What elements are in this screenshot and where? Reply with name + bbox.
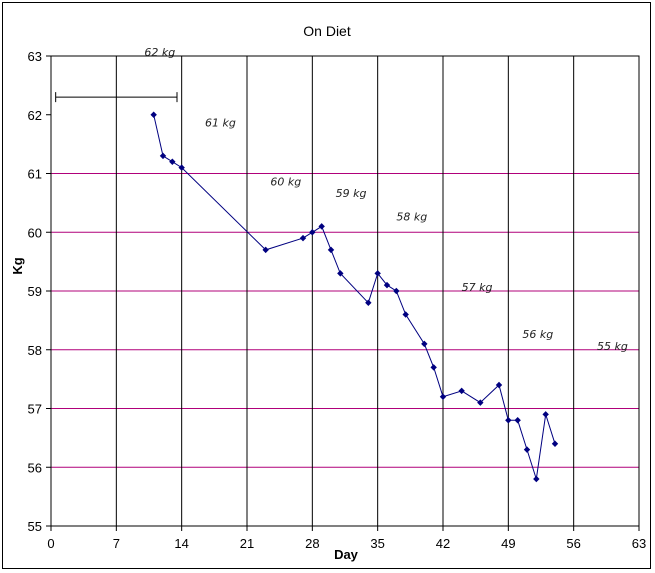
data-point — [523, 446, 531, 453]
annotation-label: 56 kg — [522, 328, 553, 341]
data-point — [309, 229, 316, 236]
x-tick-label: 28 — [305, 536, 319, 551]
annotation-label: 61 kg — [205, 117, 236, 130]
data-point — [505, 417, 512, 424]
gridlines — [51, 56, 639, 526]
data-point — [458, 387, 465, 395]
annotation-label: 55 kg — [597, 340, 628, 353]
y-tick-label: 60 — [28, 225, 42, 240]
axes — [46, 55, 640, 531]
data-point — [178, 164, 185, 171]
data-point — [169, 158, 176, 165]
data-point — [430, 364, 437, 371]
y-tick-label: 55 — [28, 519, 42, 534]
data-point — [402, 311, 409, 318]
series — [150, 111, 559, 483]
annotation-label: 60 kg — [270, 175, 301, 188]
tick-labels: 0 7 14 21 28 35 42 49 56 63 55 56 57 58 59 60 61 62 63 — [28, 49, 647, 551]
y-tick-label: 57 — [28, 402, 42, 417]
y-axis-label: Kg — [10, 257, 25, 274]
data-point — [318, 223, 325, 230]
data-point — [327, 246, 335, 254]
data-point — [421, 340, 428, 348]
x-tick-label: 7 — [113, 536, 120, 551]
annotation-label: 59 kg — [336, 187, 367, 200]
data-point — [495, 381, 503, 389]
data-point — [477, 399, 484, 406]
y-tick-label: 59 — [28, 284, 42, 299]
annotation-label: 58 kg — [396, 211, 427, 224]
data-point — [374, 270, 381, 277]
data-point — [383, 281, 391, 289]
x-tick-label: 56 — [566, 536, 580, 551]
data-point — [365, 299, 372, 306]
data-point — [150, 111, 157, 118]
data-point — [542, 411, 549, 418]
data-point — [551, 440, 559, 447]
data-point — [337, 270, 344, 277]
y-tick-label: 58 — [28, 343, 42, 358]
annotations: 62 kg 61 kg 60 kg 59 kg 58 kg 57 kg 56 kg 55 kg — [55, 46, 628, 353]
x-tick-label: 63 — [632, 536, 646, 551]
data-point — [393, 287, 400, 295]
y-tick-label: 63 — [28, 49, 42, 64]
y-tick-label: 61 — [28, 167, 42, 182]
data-point — [299, 234, 307, 242]
data-point — [262, 246, 269, 254]
data-point — [514, 417, 521, 424]
x-tick-label: 0 — [47, 536, 54, 551]
x-tick-label: 49 — [501, 536, 515, 551]
annotation-label: 57 kg — [462, 281, 493, 294]
y-tick-label: 62 — [28, 108, 42, 123]
data-point — [533, 475, 540, 483]
chart-title: On Diet — [303, 23, 351, 39]
x-tick-label: 21 — [240, 536, 254, 551]
x-axis-label: Day — [334, 547, 359, 562]
data-point — [439, 393, 447, 400]
x-tick-label: 14 — [174, 536, 188, 551]
data-point — [159, 152, 167, 160]
x-tick-label: 35 — [370, 536, 384, 551]
annotation-label: 62 kg — [144, 46, 175, 59]
y-tick-label: 56 — [28, 460, 42, 475]
x-tick-label: 42 — [436, 536, 450, 551]
